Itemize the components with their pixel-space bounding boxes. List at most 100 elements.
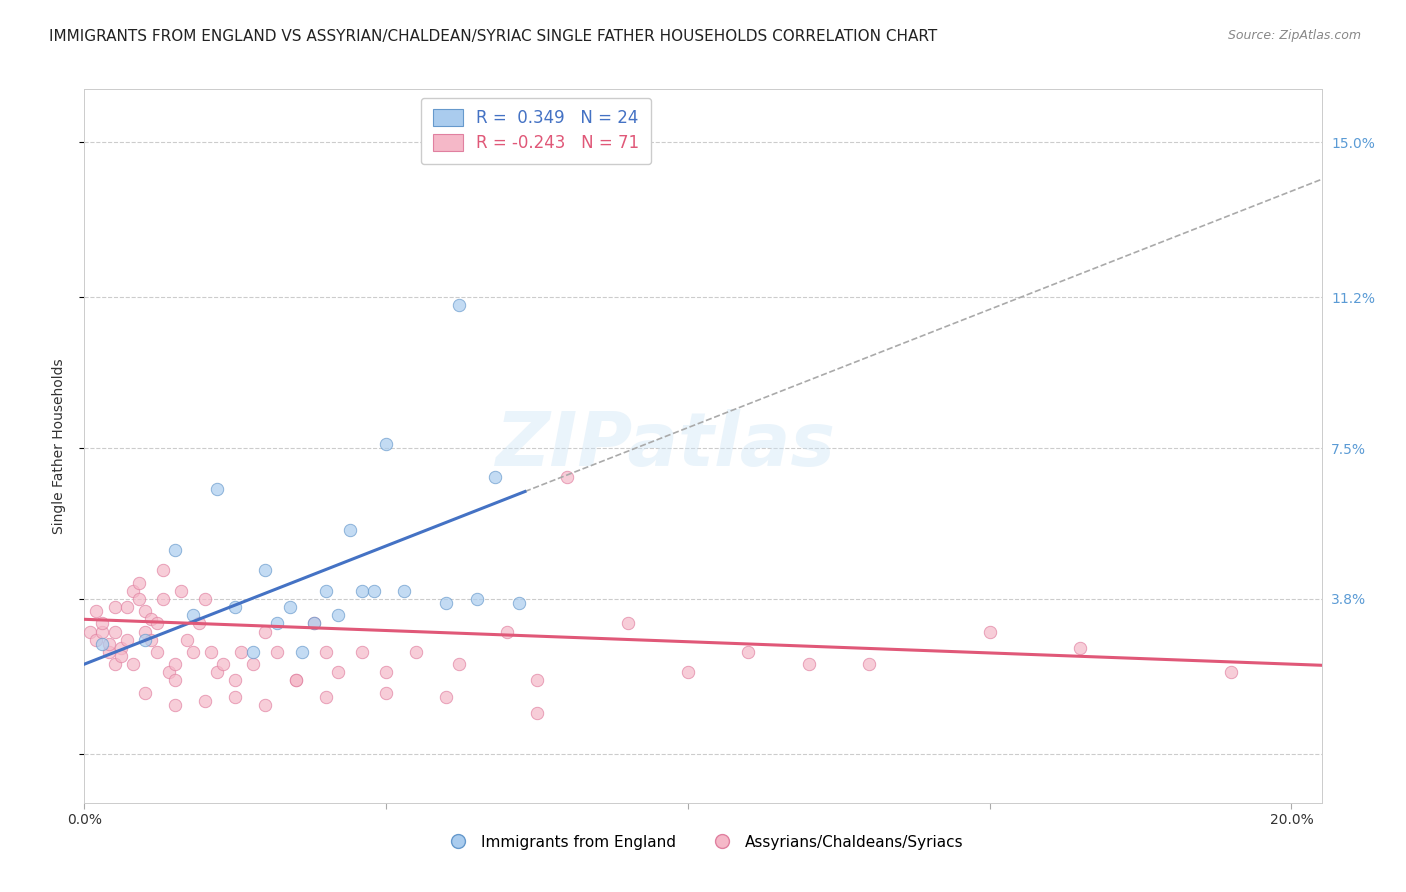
Point [152, 591, 174, 606]
Point [91, 616, 114, 631]
Point [447, 298, 470, 312]
Point [526, 706, 548, 720]
Point [194, 694, 217, 708]
Point [128, 591, 150, 606]
Point [103, 657, 125, 672]
Point [146, 616, 169, 631]
Text: Source: ZipAtlas.com: Source: ZipAtlas.com [1227, 29, 1361, 43]
Point [339, 523, 361, 537]
Point [526, 673, 548, 688]
Point [1069, 640, 1091, 655]
Point [254, 563, 277, 577]
Point [350, 583, 373, 598]
Point [291, 645, 314, 659]
Point [375, 665, 398, 680]
Point [447, 657, 470, 672]
Point [242, 657, 264, 672]
Legend: Immigrants from England, Assyrians/Chaldeans/Syriacs: Immigrants from England, Assyrians/Chald… [437, 829, 969, 855]
Point [350, 645, 373, 659]
Point [405, 645, 427, 659]
Point [436, 690, 458, 704]
Point [302, 616, 325, 631]
Point [97, 645, 120, 659]
Point [375, 686, 398, 700]
Point [326, 608, 349, 623]
Point [115, 600, 138, 615]
Point [205, 665, 228, 680]
Point [224, 690, 246, 704]
Point [103, 624, 125, 639]
Text: IMMIGRANTS FROM ENGLAND VS ASSYRIAN/CHALDEAN/SYRIAC SINGLE FATHER HOUSEHOLDS COR: IMMIGRANTS FROM ENGLAND VS ASSYRIAN/CHAL… [49, 29, 938, 45]
Point [163, 657, 186, 672]
Text: ZIPatlas: ZIPatlas [496, 409, 837, 483]
Point [134, 686, 156, 700]
Point [163, 698, 186, 712]
Point [302, 616, 325, 631]
Point [121, 657, 143, 672]
Point [152, 563, 174, 577]
Point [315, 645, 337, 659]
Point [157, 665, 180, 680]
Point [224, 673, 246, 688]
Point [315, 583, 337, 598]
Point [86, 604, 108, 618]
Point [858, 657, 880, 672]
Point [110, 648, 132, 663]
Point [495, 624, 517, 639]
Point [676, 665, 699, 680]
Point [103, 600, 125, 615]
Point [128, 575, 150, 590]
Point [205, 482, 228, 496]
Point [555, 469, 578, 483]
Point [134, 604, 156, 618]
Point [121, 583, 143, 598]
Point [188, 616, 211, 631]
Point [266, 645, 288, 659]
Point [79, 624, 101, 639]
Point [284, 673, 307, 688]
Point [375, 437, 398, 451]
Point [394, 583, 416, 598]
Point [326, 665, 349, 680]
Point [139, 632, 162, 647]
Point [979, 624, 1001, 639]
Point [254, 624, 277, 639]
Point [616, 616, 638, 631]
Point [146, 645, 169, 659]
Point [315, 690, 337, 704]
Point [91, 624, 114, 639]
Point [110, 640, 132, 655]
Point [797, 657, 820, 672]
Point [181, 645, 204, 659]
Point [176, 632, 198, 647]
Point [363, 583, 385, 598]
Point [97, 637, 120, 651]
Point [465, 591, 488, 606]
Point [170, 583, 193, 598]
Point [266, 616, 288, 631]
Point [1220, 665, 1243, 680]
Point [284, 673, 307, 688]
Point [278, 600, 301, 615]
Point [254, 698, 277, 712]
Point [200, 645, 222, 659]
Point [134, 632, 156, 647]
Y-axis label: Single Father Households: Single Father Households [52, 359, 66, 533]
Point [484, 469, 506, 483]
Point [242, 645, 264, 659]
Point [115, 632, 138, 647]
Point [139, 612, 162, 626]
Point [91, 637, 114, 651]
Point [231, 645, 253, 659]
Point [86, 632, 108, 647]
Point [163, 673, 186, 688]
Point [436, 596, 458, 610]
Point [134, 624, 156, 639]
Point [737, 645, 759, 659]
Point [163, 543, 186, 558]
Point [181, 608, 204, 623]
Point [194, 591, 217, 606]
Point [212, 657, 235, 672]
Point [224, 600, 246, 615]
Point [508, 596, 530, 610]
